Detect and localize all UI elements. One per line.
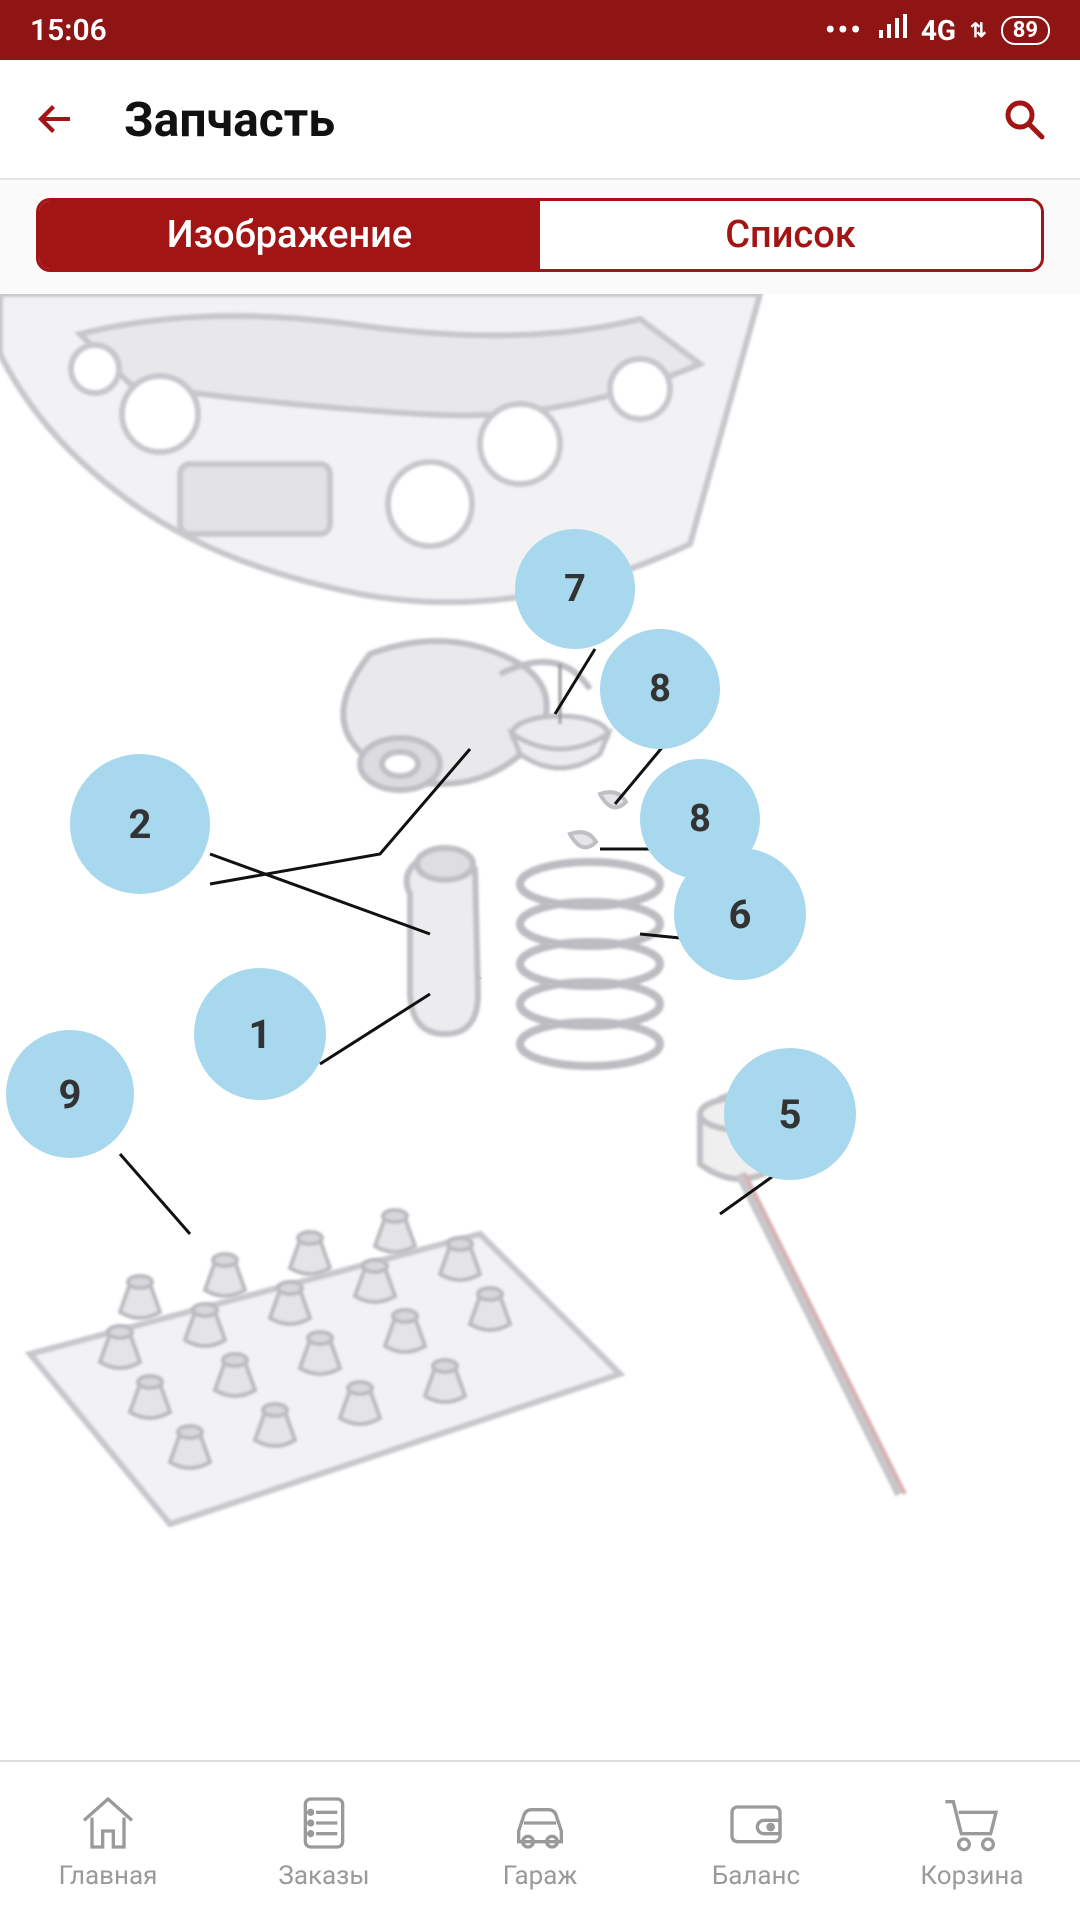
nav-home[interactable]: Главная: [0, 1762, 216, 1920]
home-icon: [76, 1791, 140, 1855]
bottom-nav: Главная Заказы Гараж Баланс Корзина: [0, 1760, 1080, 1920]
nav-cart[interactable]: Корзина: [864, 1762, 1080, 1920]
nav-balance[interactable]: Баланс: [648, 1762, 864, 1920]
signal-icon: [877, 13, 907, 48]
cart-icon: [940, 1791, 1004, 1855]
callout-9[interactable]: 9: [6, 1030, 134, 1158]
callout-8[interactable]: 8: [600, 629, 720, 749]
callout-6[interactable]: 6: [674, 848, 806, 980]
callout-1[interactable]: 1: [194, 968, 326, 1100]
nav-label: Заказы: [278, 1861, 369, 1891]
nav-orders[interactable]: Заказы: [216, 1762, 432, 1920]
data-arrows-icon: ⇅: [970, 18, 987, 42]
nav-label: Баланс: [712, 1861, 800, 1891]
callout-2[interactable]: 2: [70, 754, 210, 894]
status-dots-icon: •••: [825, 13, 863, 48]
page-title: Запчасть: [124, 91, 956, 148]
tab-list[interactable]: Список: [540, 201, 1041, 269]
callout-5[interactable]: 5: [724, 1048, 856, 1180]
back-button[interactable]: [28, 91, 84, 147]
orders-icon: [292, 1791, 356, 1855]
app-bar: Запчасть: [0, 60, 1080, 180]
tab-bar: Изображение Список: [0, 180, 1080, 294]
search-button[interactable]: [996, 91, 1052, 147]
status-bar: 15:06 ••• 4G ⇅ 89: [0, 0, 1080, 60]
nav-label: Корзина: [920, 1861, 1023, 1891]
nav-label: Главная: [59, 1861, 158, 1891]
car-icon: [508, 1791, 572, 1855]
nav-label: Гараж: [503, 1861, 578, 1891]
callout-7[interactable]: 7: [515, 529, 635, 649]
status-time: 15:06: [30, 13, 107, 48]
status-right: ••• 4G ⇅ 89: [825, 13, 1050, 48]
tab-image[interactable]: Изображение: [39, 201, 540, 269]
part-diagram[interactable]: 21978865: [0, 294, 1080, 1794]
diagram-svg: [0, 294, 1080, 1794]
network-label: 4G: [921, 14, 956, 47]
search-icon: [1000, 95, 1048, 143]
battery-indicator: 89: [1001, 16, 1050, 45]
wallet-icon: [724, 1791, 788, 1855]
arrow-left-icon: [32, 95, 80, 143]
nav-garage[interactable]: Гараж: [432, 1762, 648, 1920]
